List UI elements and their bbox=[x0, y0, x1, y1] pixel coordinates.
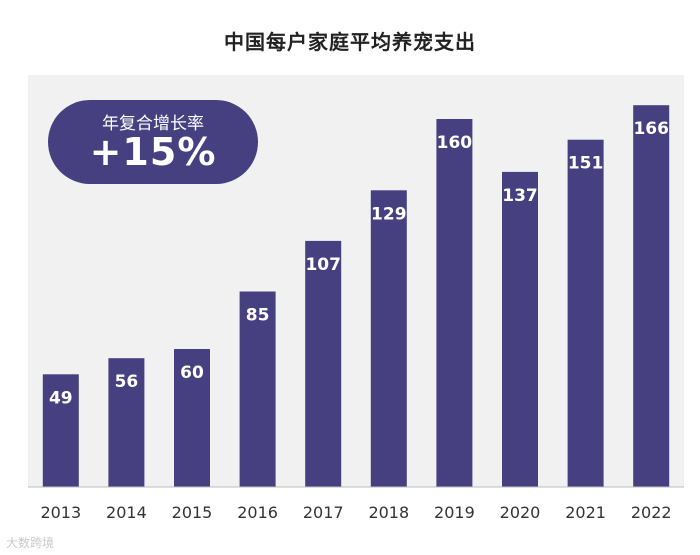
bar-2020 bbox=[502, 171, 538, 487]
bar-value-label-2019: 160 bbox=[437, 133, 473, 153]
bar-value-label-2015: 60 bbox=[180, 363, 204, 383]
bar-2015 bbox=[174, 349, 210, 487]
bar-value-label-2016: 85 bbox=[246, 306, 270, 326]
x-tick-2014: 2014 bbox=[106, 503, 147, 522]
x-tick-2016: 2016 bbox=[237, 503, 278, 522]
x-tick-2017: 2017 bbox=[303, 503, 344, 522]
watermark-logo: 大数跨境 bbox=[6, 536, 55, 550]
bar-2022 bbox=[633, 105, 670, 487]
bar-value-label-2018: 129 bbox=[371, 204, 407, 224]
bar-value-label-2022: 166 bbox=[633, 119, 669, 139]
x-tick-2020: 2020 bbox=[500, 503, 541, 522]
bar-2018 bbox=[370, 190, 407, 488]
cagr-value: +15% bbox=[89, 130, 217, 174]
x-tick-2013: 2013 bbox=[40, 503, 81, 522]
x-tick-2019: 2019 bbox=[434, 503, 475, 522]
bar-2017 bbox=[305, 240, 342, 487]
bar-2021 bbox=[567, 139, 604, 487]
chart-title: 中国每户家庭平均养宠支出 bbox=[224, 30, 476, 54]
bar-2013 bbox=[42, 374, 79, 487]
bar-2019 bbox=[436, 119, 473, 487]
bar-value-label-2014: 56 bbox=[115, 372, 139, 392]
bar-value-label-2020: 137 bbox=[502, 186, 538, 206]
bar-2014 bbox=[108, 358, 145, 487]
bar-value-label-2013: 49 bbox=[49, 388, 73, 408]
bar-value-label-2021: 151 bbox=[568, 154, 604, 174]
x-tick-2018: 2018 bbox=[368, 503, 409, 522]
x-tick-labels: 2013 2014 2015 2016 2017 2018 2019 2020 2021 2022 bbox=[40, 503, 671, 522]
bar-value-label-2017: 107 bbox=[305, 255, 341, 275]
bar-2016 bbox=[239, 291, 276, 487]
bars-group: 49 56 60 85 107 129 160 137 151 166 bbox=[42, 105, 670, 488]
x-tick-2015: 2015 bbox=[172, 503, 213, 522]
cagr-badge: 年复合增长率 +15% bbox=[48, 100, 258, 184]
x-tick-2021: 2021 bbox=[565, 503, 606, 522]
x-tick-2022: 2022 bbox=[631, 503, 672, 522]
cagr-label: 年复合增长率 bbox=[102, 114, 204, 134]
